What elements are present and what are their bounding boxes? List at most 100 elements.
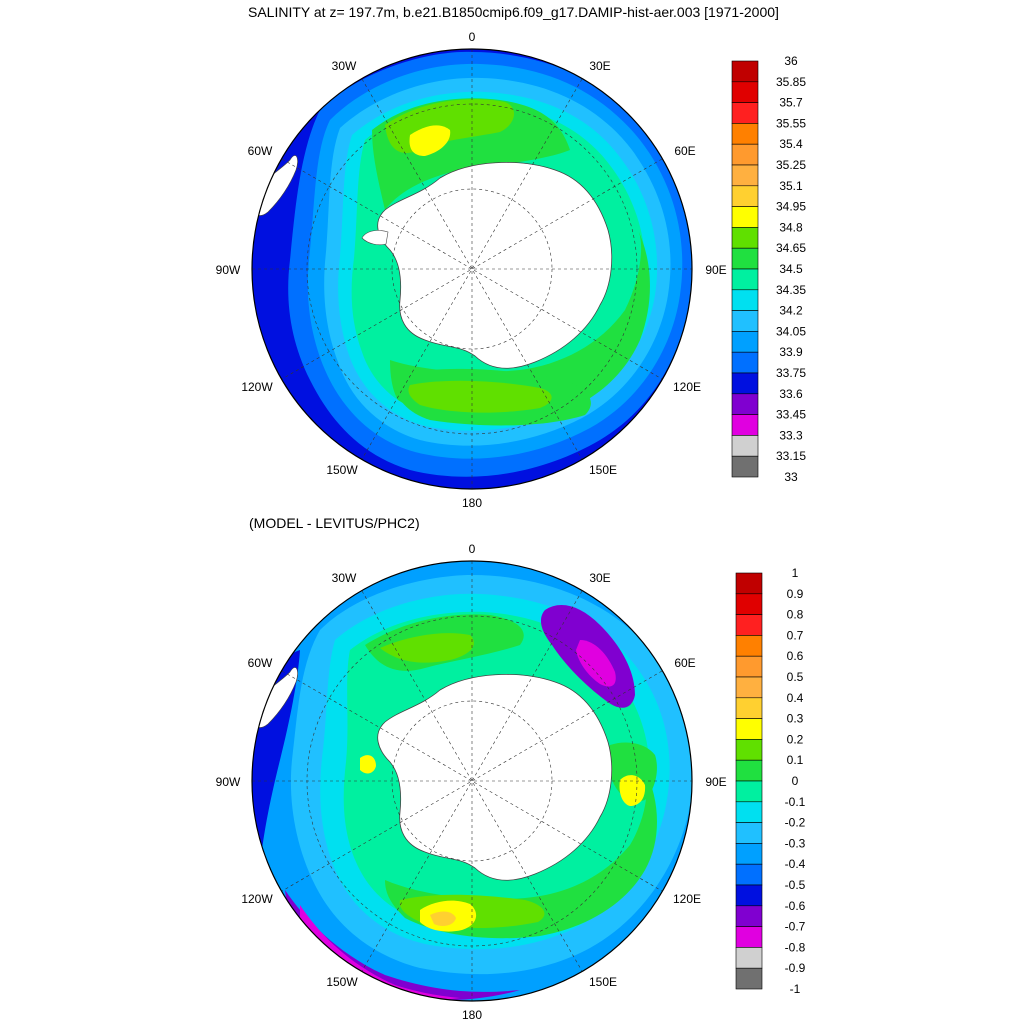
salinity-colorbar-swatch [731, 268, 759, 291]
longitude-labels-bottom: 0 30E 60E 90E 120E 150E 180 150W 120W 90W 60W 30W [216, 542, 727, 1022]
top-longitude-label: 150E [589, 463, 617, 477]
difference-colorbar-swatch [735, 614, 763, 636]
difference-colorbar-swatch [735, 843, 763, 865]
salinity-colorbar-swatch [731, 351, 759, 374]
bottom-longitude-label: 120W [241, 892, 273, 906]
salinity-colorbar-label: 34.35 [776, 283, 806, 297]
salinity-band-34.95 [409, 125, 451, 156]
difference-colorbar-swatch [735, 967, 763, 990]
top-longitude-label: 60E [674, 144, 695, 158]
difference-colorbar-label: -0.3 [785, 836, 806, 850]
bottom-longitude-label: 150E [589, 975, 617, 989]
longitude-labels-top: 0 30E 60E 90E 120E 150E 180 150W 120W 90W 60W 30W [216, 30, 727, 510]
top-longitude-label: 60W [248, 144, 273, 158]
bottom-longitude-label: 60W [248, 656, 273, 670]
map-border [251, 560, 693, 1002]
difference-colorbar-swatch [735, 697, 763, 719]
bottom-longitude-label: 30E [589, 571, 610, 585]
difference-colorbar-label: -0.4 [785, 857, 806, 871]
top-longitude-label: 180 [462, 496, 482, 510]
bottom-longitude-label: 180 [462, 1008, 482, 1022]
difference-colorbar-label: -0.9 [785, 961, 806, 975]
salinity-colorbar-swatch [731, 414, 759, 436]
salinity-colorbar-swatch [731, 455, 759, 478]
salinity-colorbar-swatch [731, 60, 759, 83]
bottom-longitude-label: 60E [674, 656, 695, 670]
top-longitude-label: 120E [673, 380, 701, 394]
salinity-colorbar-label: 33.9 [779, 345, 803, 359]
salinity-colorbar-swatch [731, 289, 759, 311]
top-longitude-label: 90E [705, 263, 726, 277]
top-longitude-label: 150W [326, 463, 358, 477]
salinity-colorbar-label: 35.55 [776, 116, 806, 130]
difference-colorbar-swatch [735, 718, 763, 740]
difference-map [251, 560, 693, 1002]
salinity-colorbar-label: 34.65 [776, 241, 806, 255]
salinity-colorbar-swatch [731, 143, 759, 166]
salinity-band-pacific-34.8 [408, 380, 552, 413]
salinity-colorbar-label: 33.15 [776, 449, 806, 463]
salinity-colorbar-swatch [731, 123, 759, 145]
difference-colorbar-swatch [735, 759, 763, 782]
difference-colorbar-swatch [735, 593, 763, 615]
bottom-longitude-label: 150W [326, 975, 358, 989]
difference-colorbar-swatch [735, 780, 763, 803]
salinity-colorbar-label: 34.2 [779, 304, 803, 318]
salinity-colorbar-label: 35.7 [779, 96, 803, 110]
salinity-map [251, 48, 693, 490]
bottom-longitude-label: 120E [673, 892, 701, 906]
difference-colorbar-swatch [735, 676, 763, 699]
salinity-colorbar-label: 33 [784, 470, 798, 484]
top-longitude-label: 90W [216, 263, 241, 277]
salinity-colorbar-swatch [731, 185, 759, 207]
difference-colorbar-label: 0.7 [787, 628, 804, 642]
difference-colorbar-swatch [735, 739, 763, 761]
main-title: SALINITY at z= 197.7m, b.e21.B1850cmip6.… [248, 4, 779, 20]
difference-colorbar-label: -0.8 [785, 940, 806, 954]
salinity-colorbar-label: 35.25 [776, 158, 806, 172]
map-border [251, 48, 693, 490]
salinity-band-34.8 [385, 99, 548, 410]
diff-band-minus-0.8 [576, 640, 616, 687]
difference-colorbar-label: -0.2 [785, 816, 806, 830]
salinity-colorbar-swatch [731, 435, 759, 457]
salinity-colorbar-label: 35.4 [779, 137, 803, 151]
difference-colorbar-label: 0.6 [787, 649, 804, 663]
salinity-colorbar-label: 34.95 [776, 200, 806, 214]
difference-title: (MODEL - LEVITUS/PHC2) [249, 515, 420, 531]
salinity-colorbar-label: 33.45 [776, 408, 806, 422]
salinity-colorbar-label: 33.6 [779, 387, 803, 401]
salinity-colorbar-swatch [731, 227, 759, 249]
difference-colorbar-label: -0.1 [785, 795, 806, 809]
top-longitude-label: 0 [469, 30, 476, 44]
graticule [252, 49, 692, 489]
difference-colorbar-swatch [735, 863, 763, 886]
salinity-colorbar-label: 35.85 [776, 75, 806, 89]
difference-colorbar-label: 0.3 [787, 712, 804, 726]
salinity-colorbar-swatch [731, 372, 759, 395]
salinity-colorbar-label: 36 [784, 54, 798, 68]
difference-colorbar-label: 1 [792, 566, 799, 580]
difference-colorbar-swatch [735, 655, 763, 678]
top-longitude-label: 30W [332, 59, 357, 73]
antarctic-peninsula [361, 230, 389, 246]
salinity-colorbar-swatch [731, 331, 759, 353]
salinity-colorbar-label: 34.5 [779, 262, 803, 276]
bottom-longitude-label: 90E [705, 775, 726, 789]
difference-colorbar-swatch [735, 572, 763, 595]
difference-colorbar-swatch [735, 947, 763, 969]
difference-colorbar-label: 0.2 [787, 732, 804, 746]
difference-colorbar-label: -1 [790, 982, 801, 996]
salinity-colorbar-label: 35.1 [779, 179, 803, 193]
difference-colorbar-label: 0.1 [787, 753, 804, 767]
difference-colorbar-swatch [735, 884, 763, 907]
difference-colorbar-label: -0.6 [785, 899, 806, 913]
salinity-colorbar-swatch [731, 247, 759, 270]
bottom-longitude-label: 90W [216, 775, 241, 789]
graticule [252, 561, 692, 1001]
difference-colorbar-label: 0.8 [787, 608, 804, 622]
antarctica-landmass [377, 674, 613, 881]
difference-colorbar-label: 0 [792, 774, 799, 788]
difference-colorbar-swatch [735, 926, 763, 948]
